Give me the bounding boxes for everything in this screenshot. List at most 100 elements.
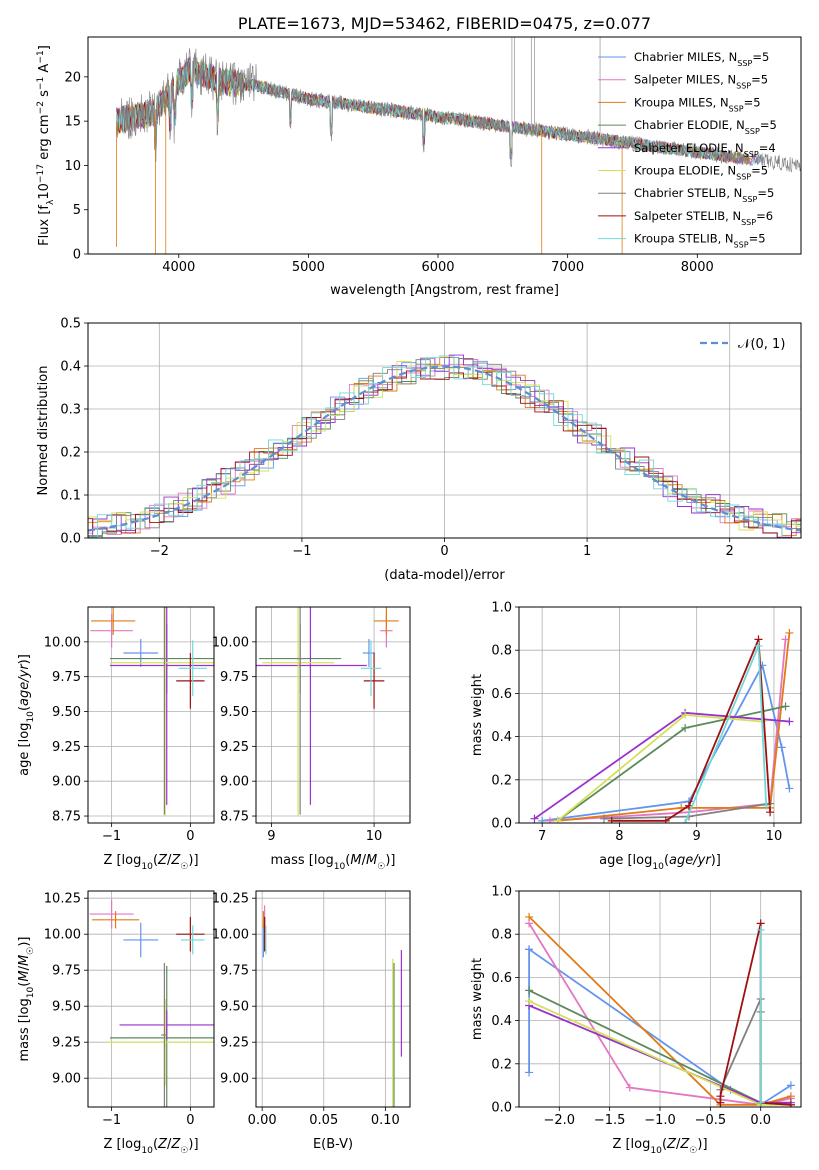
text-span: =6 [756,209,773,223]
y-tick-label: 9.75 [220,670,249,685]
legend-label: Kroupa MILES, NSSP=5 [634,95,761,113]
x-tick-label: 10 [366,829,383,844]
data-marker [525,997,534,1006]
y-axis-label: Flux [fλ10−17 erg cm−2 s−1 A−1] [36,45,56,246]
text-span: / [167,853,172,868]
data-marker [762,801,771,810]
legend-label: Salpeter ELODIE, NSSP=4 [634,141,776,159]
text-span: M [17,955,32,966]
plot-area [525,912,795,1107]
series-line [719,923,791,1106]
text-span: Z [170,1137,181,1152]
y-tick-label: 20 [64,70,81,85]
text-span: SSP [737,59,752,68]
x-tick-label: 8 [615,829,623,844]
y-tick-label: 0.4 [60,360,81,375]
error-bar-point [110,607,214,805]
data-marker [681,723,690,732]
y-axis-label: mass weight [470,958,485,1040]
y-tick-label: 9.50 [52,705,81,720]
text-span: Kroupa ELODIE, N [634,164,736,178]
text-span: Flux [f [37,205,52,246]
x-tick-label: 0.0 [750,1113,771,1128]
series-line [528,922,792,1106]
text-span: ☉ [689,1146,697,1156]
text-span: λ [46,199,56,205]
x-tick-label: 7 [538,829,546,844]
error-bar-point [178,640,207,697]
y-tick-label: 8.75 [220,810,249,825]
text-span: )] [17,654,32,664]
y-tick-label: 10.00 [44,635,81,650]
text-span: ☉ [377,862,385,872]
x-tick-label: 0 [186,829,194,844]
error-bar-point [262,607,335,817]
y-axis-label: age [log10(age/yr)] [17,654,36,776]
data-marker [525,945,534,954]
axes-frame [255,606,411,824]
data-marker [661,816,670,823]
text-span: s [37,90,52,101]
plot-area [90,607,214,817]
axes-frame [87,890,215,1108]
text-span: ( [664,853,669,868]
y-tick-label: 0.0 [60,532,81,547]
y-tick-label: 5 [73,203,81,218]
x-tick-label: 0.00 [248,1113,277,1128]
y-axis-label: Normed distribution [36,366,51,496]
text-span: / [676,1137,681,1152]
text-span: SSP [734,240,749,249]
text-span: =4 [759,141,776,155]
data-marker [756,925,765,934]
chart-title: PLATE=1673, MJD=53462, FIBERID=0475, z=0… [238,14,651,33]
panel-spectrum: 4000 5000 6000 7000 8000 0 5 10 15 20 [64,36,802,275]
text-span: 10 [141,862,153,872]
series-line [533,711,790,820]
text-span: =5 [749,232,766,246]
text-span: Chabrier STELIB, N [634,186,742,200]
series-line [528,989,762,1105]
x-tick-label: 5000 [292,260,325,275]
y-tick-label: 0.8 [491,644,512,659]
error-bar-point [256,607,367,805]
text-span: −1 [36,50,46,63]
normal-curve [88,365,801,532]
error-bar-point [374,607,399,635]
text-span: Salpeter STELIB, N [634,209,741,223]
panel-residual-histogram: −2 −1 0 1 2 0.0 0.1 0.2 0.3 0.4 0.5 [60,317,802,559]
text-span: / [167,1137,172,1152]
x-tick-label: −1.0 [644,1113,676,1128]
text-span: ☉ [180,1146,188,1156]
y-tick-label: 10.00 [212,635,249,650]
y-tick-label: 9.50 [220,1000,249,1015]
legend-label: Chabrier STELIB, NSSP=5 [634,186,774,204]
plot-area [88,354,801,538]
text-span: Kroupa MILES, N [634,95,729,109]
x-tick-label: 1 [583,544,591,559]
text-span: M [350,853,361,868]
error-bar-point [160,607,169,815]
text-span: 10 [26,987,36,999]
plot-area [89,899,214,1107]
y-tick-label: 9.25 [52,1036,81,1051]
data-marker [754,641,763,650]
text-span: age/yr [669,853,712,868]
text-span: 10 [334,862,346,872]
text-span: )] [711,853,721,868]
text-span: Z [679,1137,690,1152]
series-line [611,639,771,822]
panel-age-vs-mass: 9 10 8.75 9.00 9.25 9.50 9.75 10.00 [212,606,411,844]
text-span: ( [17,706,32,711]
y-tick-label: 9.75 [220,964,249,979]
data-marker [625,1083,634,1092]
text-span: 10 [26,711,36,723]
x-tick-label: −1 [102,1113,121,1128]
axes-frame [255,890,411,1108]
y-tick-label: 10.25 [44,892,81,907]
text-span: 10 [37,183,52,200]
legend-label: 𝒩(0, 1) [738,337,785,352]
text-span: Z [log [103,1137,141,1152]
legend-label: Kroupa ELODIE, NSSP=5 [634,164,768,182]
error-bar-point [91,911,140,929]
error-bar-point [161,963,168,1107]
